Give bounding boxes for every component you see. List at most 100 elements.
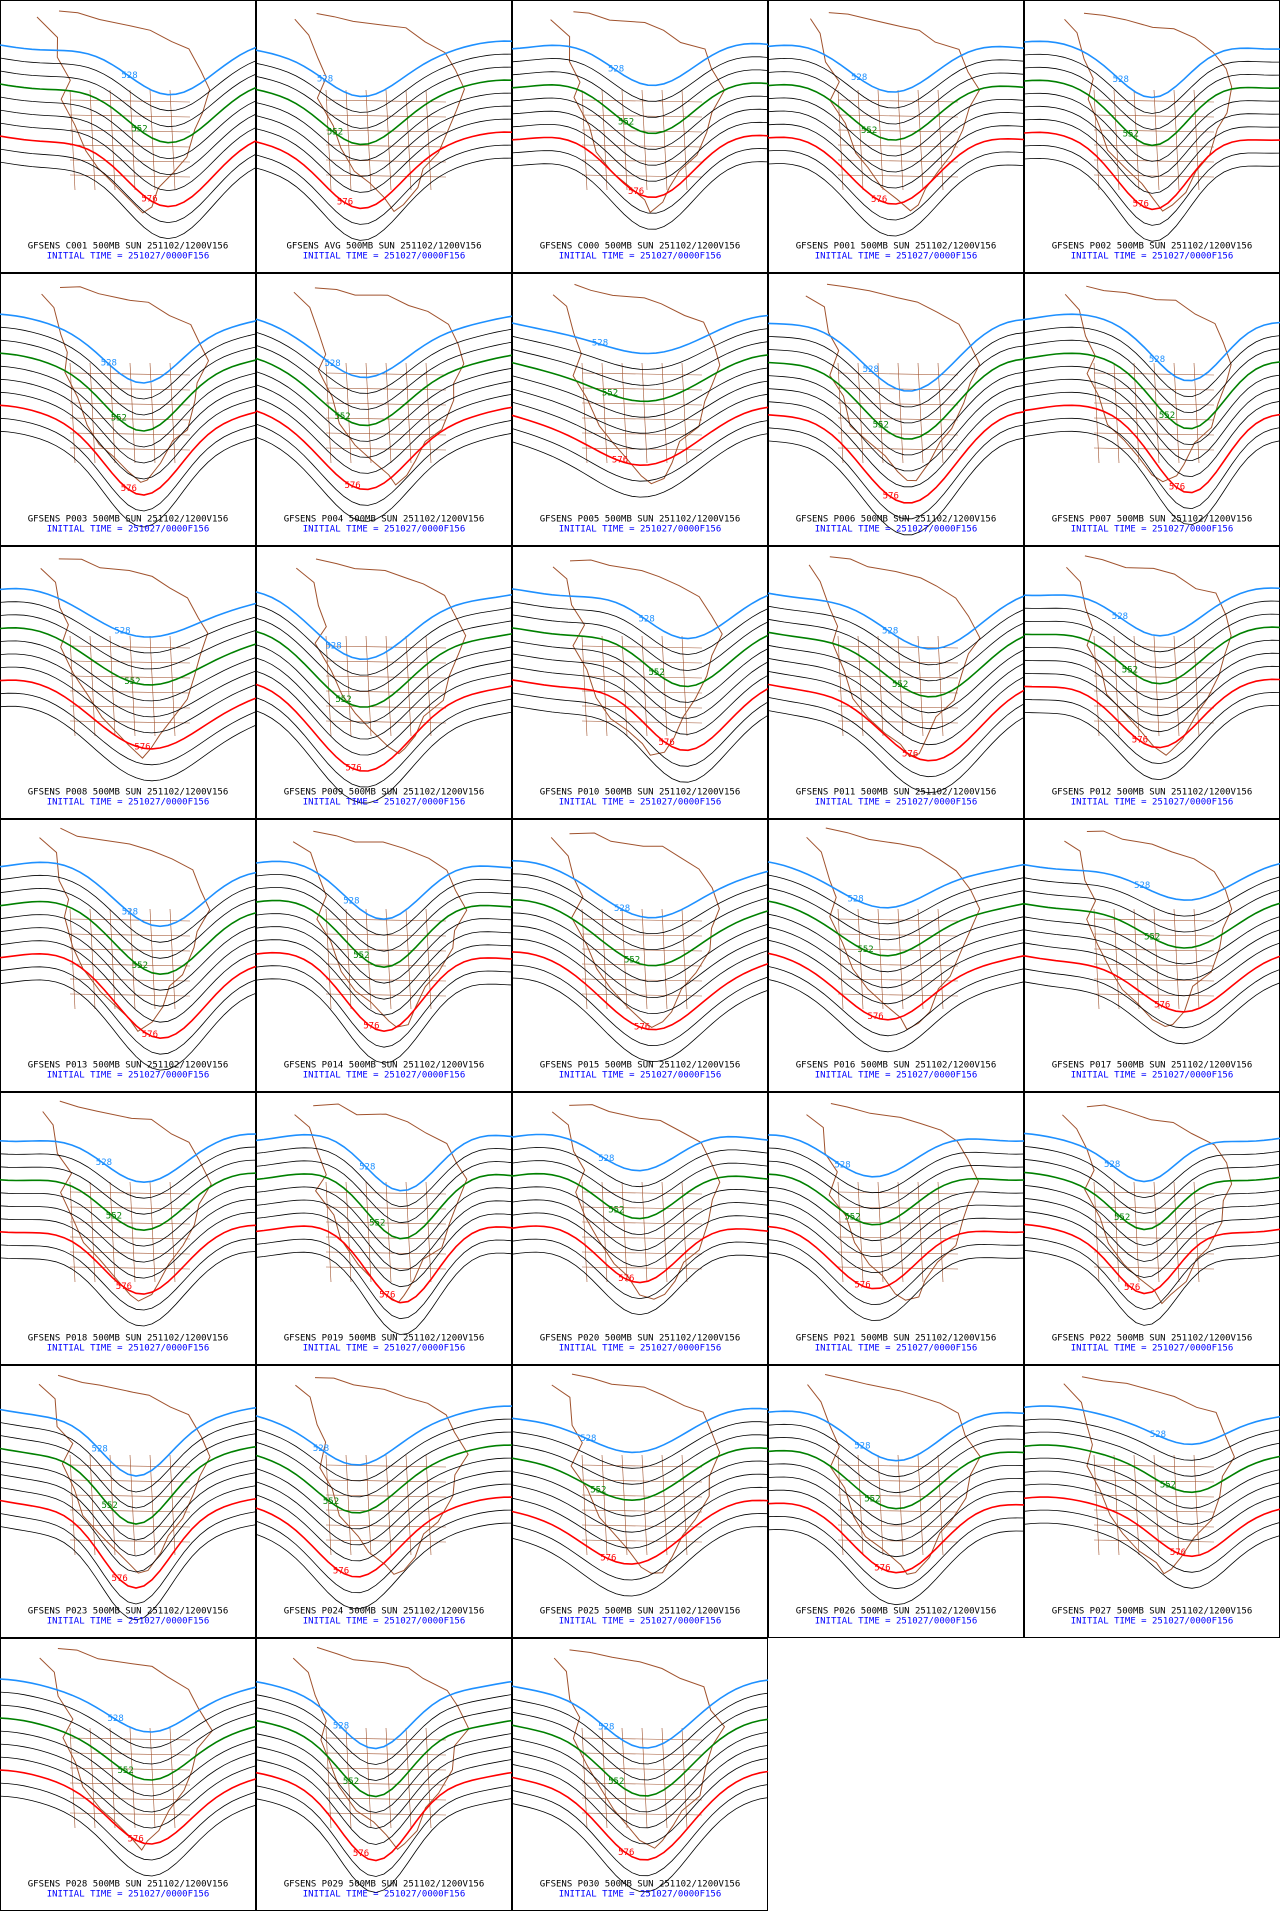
state-border — [581, 1206, 703, 1210]
contour-line — [1023, 704, 1280, 781]
state-border — [937, 635, 944, 737]
contour-line — [1023, 639, 1280, 701]
contour-line — [255, 951, 513, 1033]
contour-label: 576 — [600, 1553, 616, 1563]
map-panel: 528 552 576 GFSENS P022 500MB SUN 251102/12… — [1023, 1092, 1280, 1365]
state-border — [837, 144, 959, 148]
contour-label: 528 — [1112, 612, 1128, 622]
state-border — [69, 660, 191, 664]
initial-time: INITIAL TIME = 251027/0000F156 — [47, 252, 210, 262]
contour-line — [255, 1798, 513, 1893]
state-border — [325, 660, 447, 664]
panel-caption: GFSENS P029 500MB SUN 251102/1200V156 — [284, 1880, 484, 1890]
state-border — [325, 1539, 447, 1543]
contour-line — [0, 1782, 257, 1861]
panel-frame — [256, 1092, 512, 1365]
panel-frame — [768, 1092, 1024, 1365]
contour-label: 576 — [1132, 735, 1148, 745]
state-border — [837, 978, 959, 982]
state-border — [1093, 963, 1215, 967]
contour-line — [255, 670, 513, 756]
state-border — [345, 1181, 352, 1283]
contour-label: 552 — [1123, 129, 1139, 139]
contour-line — [0, 966, 257, 1055]
contour-label: 528 — [580, 1434, 596, 1444]
contour-line — [511, 601, 769, 655]
panel-frame — [0, 1365, 256, 1638]
panel-frame — [768, 273, 1024, 546]
state-border — [837, 908, 844, 1010]
contour-line — [1023, 1185, 1280, 1246]
map-panel: 528 552 576 GFSENS P012 500MB SUN 251102/12… — [1023, 546, 1280, 819]
state-border — [581, 372, 703, 376]
contour-label: 552 — [1160, 1481, 1176, 1491]
state-border — [365, 908, 372, 1010]
coastline — [295, 1377, 469, 1575]
state-border — [405, 362, 412, 464]
coastline — [1064, 285, 1232, 483]
map-panel: 528 552 576 GFSENS P014 500MB SUN 251102/12… — [255, 819, 513, 1092]
contour-line — [511, 108, 769, 166]
contour-line — [0, 705, 257, 782]
contour-line — [0, 900, 257, 976]
state-border — [1093, 1181, 1100, 1283]
state-border — [69, 387, 191, 391]
contour-line — [0, 1420, 257, 1493]
state-border — [837, 705, 959, 709]
state-border — [857, 635, 864, 737]
coastline — [807, 1374, 981, 1575]
state-border — [837, 635, 844, 737]
state-border — [325, 159, 447, 163]
contour-line — [0, 1472, 257, 1557]
contour-line — [767, 1213, 1025, 1274]
state-border — [1093, 1539, 1215, 1543]
coastline — [806, 1103, 980, 1301]
panel-frame — [1024, 819, 1280, 1092]
contour-line — [511, 1692, 769, 1765]
contour-line — [511, 1797, 769, 1893]
contour-line — [255, 92, 513, 161]
contour-line — [255, 1733, 513, 1813]
contour-line — [1023, 339, 1280, 414]
state-border — [937, 1454, 944, 1556]
state-border — [837, 675, 959, 679]
state-border — [325, 1479, 447, 1483]
contour-line — [1023, 1237, 1280, 1310]
state-border — [581, 1266, 703, 1270]
state-border — [1093, 1236, 1215, 1240]
state-border — [149, 89, 156, 191]
initial-time: INITIAL TIME = 251027/0000F156 — [47, 1890, 210, 1900]
coastline — [1062, 1104, 1233, 1305]
state-border — [837, 690, 959, 694]
initial-time: INITIAL TIME = 251027/0000F156 — [1071, 252, 1234, 262]
contour-line — [255, 328, 513, 394]
contour-line — [0, 1511, 257, 1605]
state-border — [69, 372, 191, 376]
state-border — [837, 1236, 959, 1240]
contour-line — [0, 57, 257, 112]
contour-label: 528 — [108, 1714, 124, 1724]
panel-caption: GFSENS P007 500MB SUN 251102/1200V156 — [1052, 515, 1252, 525]
contour-line — [767, 332, 1025, 408]
contour-line — [0, 365, 257, 448]
contour-line — [255, 874, 513, 936]
contour-line — [0, 1159, 257, 1215]
state-border — [1133, 1454, 1140, 1556]
contour-line — [767, 1515, 1025, 1590]
contour-line — [511, 406, 769, 467]
state-border — [1093, 1206, 1215, 1210]
contour-line — [767, 592, 1025, 650]
contour-line — [0, 927, 257, 1007]
contour-line — [511, 1731, 769, 1813]
contour-line — [0, 96, 257, 160]
contour-line — [511, 1513, 769, 1581]
state-border — [581, 1812, 703, 1816]
state-border — [69, 1494, 191, 1498]
contour-line — [255, 406, 513, 491]
contour-line — [767, 658, 1025, 730]
state-border — [1093, 99, 1215, 103]
state-border — [837, 1494, 959, 1498]
state-border — [69, 1221, 191, 1225]
contour-label: 528 — [592, 339, 608, 349]
contour-line — [0, 692, 257, 766]
